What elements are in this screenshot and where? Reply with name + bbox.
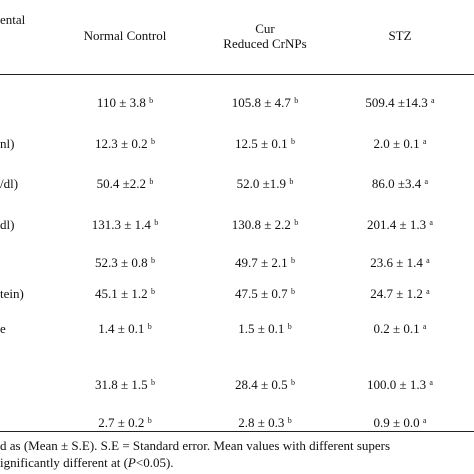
table-cell: 12.3 ± 0.2 b (60, 136, 190, 152)
cell-value: 2.0 ± 0.1 (373, 136, 423, 151)
table-cell: 2.0 ± 0.1 a (340, 136, 460, 152)
table-cell: 24.7 ± 1.2 a (340, 286, 460, 302)
cell-superscript: a (426, 256, 430, 265)
cell-value: 31.8 ± 1.5 (95, 377, 151, 392)
footnote-line2-suffix: <0.05). (135, 455, 174, 470)
table-cell: 130.8 ± 2.2 b (195, 217, 335, 233)
cell-value: 12.3 ± 0.2 (95, 136, 151, 151)
footnote-line1: d as (Mean ± S.E). S.E = Standard error.… (0, 438, 391, 453)
table-cell: 1.4 ± 0.1 b (60, 321, 190, 337)
cell-superscript: b (149, 96, 154, 105)
footnote-p-italic: P (127, 455, 136, 470)
header-rule (0, 74, 474, 75)
table-cell: 1.5 ± 0.1 b (195, 321, 335, 337)
header-cur-line1: Cur (255, 21, 275, 36)
cell-value: 45.1 ± 1.2 (95, 286, 151, 301)
cell-value: 1.5 ± 0.1 (238, 321, 288, 336)
cell-superscript: a (422, 137, 427, 146)
cell-value: 110 ± 3.8 (96, 95, 150, 110)
cell-value: 12.5 ± 0.1 (235, 136, 291, 151)
cell-superscript: b (294, 218, 299, 227)
cell-superscript: b (150, 256, 155, 265)
cell-superscript: a (426, 287, 430, 296)
cell-superscript: b (287, 416, 292, 425)
cell-superscript: b (154, 218, 159, 227)
cell-superscript: b (290, 287, 295, 296)
table-cell: 0.9 ± 0.0 a (340, 415, 460, 431)
cell-superscript: b (287, 322, 292, 331)
row-label: tein) (0, 286, 24, 301)
cell-superscript: b (294, 96, 299, 105)
table-cell: 45.1 ± 1.2 b (60, 286, 190, 302)
header-stz: STZ (388, 28, 412, 43)
table-cell: 105.8 ± 4.7 b (195, 95, 335, 111)
table-cell: 52.3 ± 0.8 b (60, 255, 190, 271)
table-cell: 50.4 ±2.2 b (60, 176, 190, 192)
table-cell: 2.8 ± 0.3 b (195, 415, 335, 431)
table-cell: 0.2 ± 0.1 a (340, 321, 460, 337)
table-cell: 201.4 ± 1.3 a (340, 217, 460, 233)
cell-value: 201.4 ± 1.3 (367, 217, 430, 232)
cell-superscript: a (422, 322, 427, 331)
header-cur-line2: Reduced CrNPs (223, 36, 307, 51)
cell-value: 52.0 ±1.9 (236, 176, 290, 191)
table-cell: 52.0 ±1.9 b (195, 176, 335, 192)
footnote-line2-prefix: ignificantly different at ( (0, 455, 128, 470)
row-label: /dl) (0, 176, 19, 191)
cell-superscript: b (149, 177, 154, 186)
cell-superscript: b (147, 322, 152, 331)
cell-value: 24.7 ± 1.2 (370, 286, 427, 301)
header-normal-control: Normal Control (83, 28, 167, 43)
cell-value: 49.7 ± 2.1 (235, 255, 291, 270)
cell-superscript: b (289, 177, 294, 186)
cell-value: 509.4 ±14.3 (365, 95, 432, 110)
cell-superscript: b (290, 137, 295, 146)
table-cell: 131.3 ± 1.4 b (60, 217, 190, 233)
cell-value: 86.0 ±3.4 (371, 176, 425, 191)
cell-superscript: a (429, 378, 433, 387)
row-label: nl) (0, 136, 15, 151)
cell-value: 131.3 ± 1.4 (91, 217, 155, 232)
cell-superscript: b (290, 256, 295, 265)
row-label: dl) (0, 217, 15, 232)
cell-superscript: a (422, 416, 427, 425)
table-cell: 86.0 ±3.4 a (340, 176, 460, 192)
cell-value: 1.4 ± 0.1 (98, 321, 148, 336)
table-cell: 49.7 ± 2.1 b (195, 255, 335, 271)
cell-value: 2.7 ± 0.2 (98, 415, 148, 430)
cell-value: 50.4 ±2.2 (96, 176, 150, 191)
cell-value: 130.8 ± 2.2 (231, 217, 295, 232)
row-label: e (0, 321, 6, 336)
cell-value: 105.8 ± 4.7 (231, 95, 295, 110)
cell-superscript: a (429, 218, 433, 227)
table-cell: 12.5 ± 0.1 b (195, 136, 335, 152)
table-cell: 2.7 ± 0.2 b (60, 415, 190, 431)
table-cell: 509.4 ±14.3 a (340, 95, 460, 111)
header-first-col: ental (0, 12, 26, 27)
table-cell: 47.5 ± 0.7 b (195, 286, 335, 302)
cell-value: 0.9 ± 0.0 (373, 415, 423, 430)
cell-superscript: a (424, 177, 429, 186)
table-cell: 100.0 ± 1.3 a (340, 377, 460, 393)
table-cell: 28.4 ± 0.5 b (195, 377, 335, 393)
table-cell: 110 ± 3.8 b (60, 95, 190, 111)
cell-value: 2.8 ± 0.3 (238, 415, 288, 430)
footnote-line2: ignificantly different at (P<0.05). (0, 455, 174, 471)
cell-value: 23.6 ± 1.4 (370, 255, 427, 270)
table-cell: 31.8 ± 1.5 b (60, 377, 190, 393)
cell-superscript: b (147, 416, 152, 425)
cell-value: 52.3 ± 0.8 (95, 255, 151, 270)
cell-value: 100.0 ± 1.3 (367, 377, 430, 392)
cell-value: 28.4 ± 0.5 (235, 377, 291, 392)
bottom-rule (0, 431, 474, 432)
table-cell: 23.6 ± 1.4 a (340, 255, 460, 271)
cell-value: 47.5 ± 0.7 (235, 286, 291, 301)
cell-superscript: b (150, 287, 155, 296)
cell-superscript: b (150, 137, 155, 146)
cell-superscript: b (150, 378, 155, 387)
cell-value: 0.2 ± 0.1 (373, 321, 423, 336)
cell-superscript: a (431, 96, 435, 105)
cell-superscript: b (290, 378, 295, 387)
